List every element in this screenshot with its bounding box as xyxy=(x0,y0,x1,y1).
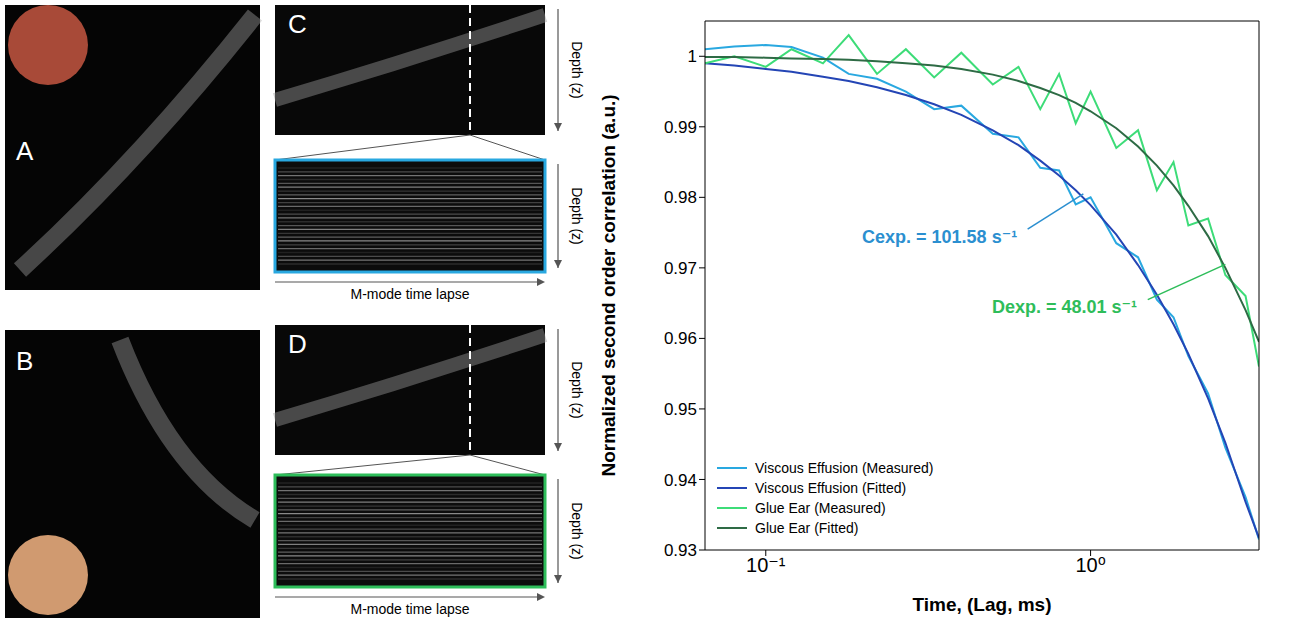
svg-text:Depth (z): Depth (z) xyxy=(569,502,585,560)
svg-text:Depth (z): Depth (z) xyxy=(569,361,585,419)
svg-text:10⁻¹: 10⁻¹ xyxy=(746,554,786,576)
svg-text:Dexp. = 48.01 s⁻¹: Dexp. = 48.01 s⁻¹ xyxy=(992,297,1137,317)
svg-text:A: A xyxy=(16,136,34,166)
svg-text:B: B xyxy=(16,346,33,376)
svg-text:0.93: 0.93 xyxy=(664,541,697,560)
svg-text:Depth (z): Depth (z) xyxy=(569,187,585,245)
html-text:Glue Ear (Fitted): Glue Ear (Fitted) xyxy=(755,520,859,536)
svg-text:Cexp. = 101.58 s⁻¹: Cexp. = 101.58 s⁻¹ xyxy=(862,227,1017,247)
svg-text:0.95: 0.95 xyxy=(664,400,697,419)
svg-text:Depth (z): Depth (z) xyxy=(569,41,585,99)
svg-text:C: C xyxy=(288,9,307,39)
svg-text:M-mode time lapse: M-mode time lapse xyxy=(350,601,469,617)
svg-text:1: 1 xyxy=(688,47,697,66)
html-text:Viscous Effusion (Fitted): Viscous Effusion (Fitted) xyxy=(755,480,907,496)
svg-text:D: D xyxy=(288,329,307,359)
svg-text:10⁰: 10⁰ xyxy=(1075,554,1105,576)
svg-text:Normalized second order correl: Normalized second order correlation (a.u… xyxy=(598,94,619,476)
html-text:Viscous Effusion (Measured): Viscous Effusion (Measured) xyxy=(755,460,934,476)
svg-text:0.94: 0.94 xyxy=(664,471,697,490)
svg-text:0.97: 0.97 xyxy=(664,259,697,278)
svg-text:0.98: 0.98 xyxy=(664,188,697,207)
svg-text:M-mode time lapse: M-mode time lapse xyxy=(350,286,469,302)
svg-text:0.99: 0.99 xyxy=(664,118,697,137)
html-text:Glue Ear (Measured): Glue Ear (Measured) xyxy=(755,500,886,516)
svg-text:0.96: 0.96 xyxy=(664,329,697,348)
svg-text:Time, (Lag, ms): Time, (Lag, ms) xyxy=(912,594,1051,615)
